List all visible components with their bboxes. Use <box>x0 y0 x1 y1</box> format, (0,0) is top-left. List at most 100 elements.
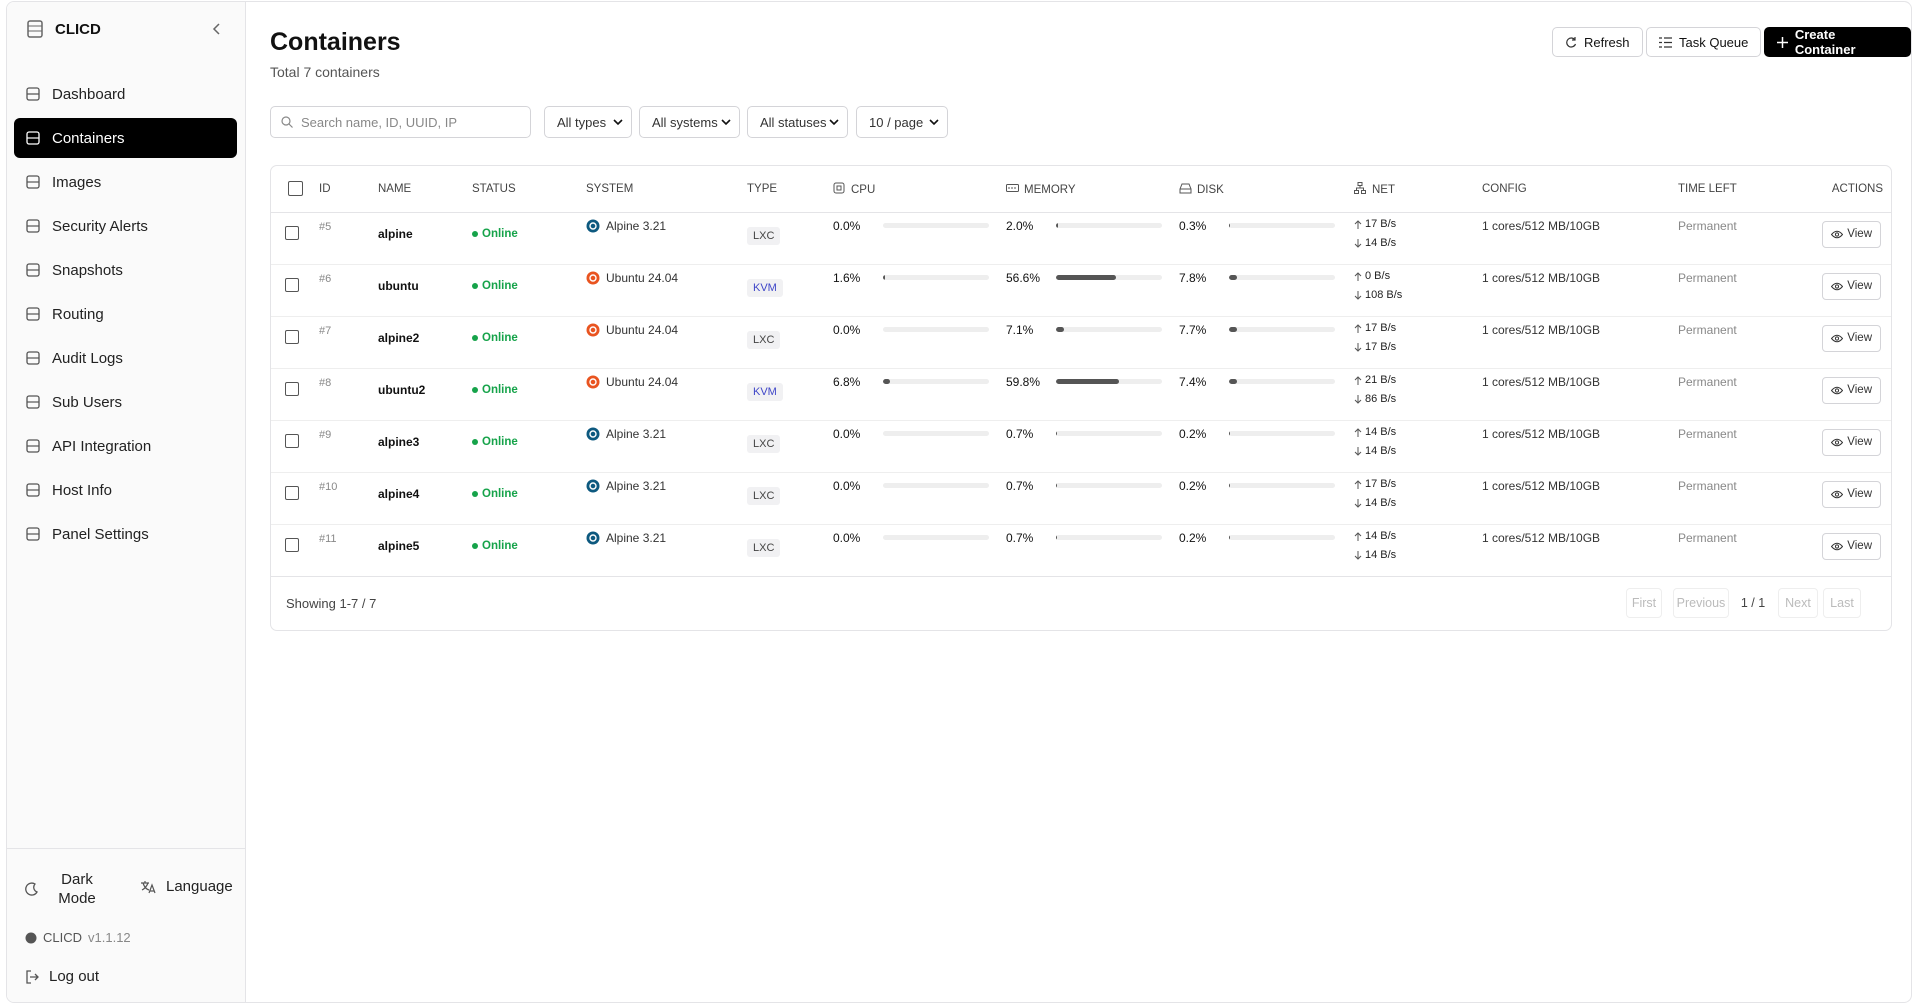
search-input[interactable]: Search name, ID, UUID, IP <box>270 106 531 138</box>
nav-item[interactable]: Host Info <box>14 470 237 510</box>
cpu-label: 0.0% <box>833 218 861 233</box>
nav: Dashboard Containers Images Security Alerts… <box>14 74 237 558</box>
nav-item[interactable]: Sub Users <box>14 382 237 422</box>
nav-icon <box>26 131 40 145</box>
net-up-label: 14 B/s <box>1365 425 1397 438</box>
column-header: TIME LEFT <box>1674 166 1802 213</box>
table-cell: 0 B/s 108 B/s <box>1350 264 1478 317</box>
filter-select[interactable]: All systems <box>639 106 740 138</box>
nav-label: API Integration <box>52 437 152 455</box>
nav-label: Host Info <box>52 481 113 499</box>
nav-item[interactable]: Images <box>14 162 237 202</box>
view-button[interactable]: View <box>1822 220 1881 248</box>
create-container-label: Create Container <box>1794 27 1856 57</box>
table-cell: Online <box>468 212 582 265</box>
memory-label: 0.7% <box>1006 530 1034 545</box>
table-cell: 7.4% <box>1175 368 1350 421</box>
previous-page-button[interactable]: Previous <box>1673 588 1729 618</box>
usage-track <box>883 223 989 228</box>
logout-button[interactable]: Log out <box>25 968 99 985</box>
time-left: Permanent <box>1678 218 1737 233</box>
last-page-button[interactable]: Last <box>1823 588 1861 618</box>
disk-usage: 7.8% <box>1179 271 1346 285</box>
usage-track <box>883 535 989 540</box>
row-checkbox[interactable] <box>285 381 299 396</box>
nav-item[interactable]: Dashboard <box>14 74 237 114</box>
net-up-label: 0 B/s <box>1365 269 1391 282</box>
table-cell: LXC <box>743 212 829 265</box>
nav-item[interactable]: API Integration <box>14 426 237 466</box>
task-queue-button[interactable]: Task Queue <box>1646 27 1762 57</box>
row-checkbox[interactable] <box>285 329 299 344</box>
view-button[interactable]: View <box>1822 272 1881 300</box>
memory-usage: 2.0% <box>1006 219 1171 233</box>
create-container-button[interactable]: Create Container <box>1764 27 1911 57</box>
table-card: ID NAME STATUS SYSTEM TYPE CPU MEMORY DISK NET CO… <box>270 165 1892 631</box>
row-checkbox[interactable] <box>285 537 299 552</box>
row-checkbox[interactable] <box>285 225 299 240</box>
disk-label: 0.3% <box>1179 218 1207 233</box>
row-checkbox[interactable] <box>285 485 299 500</box>
memory-label: 0.7% <box>1006 426 1034 441</box>
config: 1 cores/512 MB/10GB <box>1482 426 1601 441</box>
view-button[interactable]: View <box>1822 428 1881 456</box>
column-label: TIME LEFT <box>1678 182 1737 195</box>
column-header: TYPE <box>743 166 829 213</box>
view-button[interactable]: View <box>1822 324 1881 352</box>
disk-label: 7.8% <box>1179 270 1207 285</box>
nav-icon <box>26 395 40 409</box>
container-id: #7 <box>319 324 332 337</box>
table-cell: Alpine 3.21 <box>582 212 743 265</box>
filter-select[interactable]: 10 / page <box>856 106 948 138</box>
table-cell: alpine <box>374 212 468 265</box>
table-cell <box>271 368 315 421</box>
dark-mode-toggle[interactable]: Dark Mode <box>25 870 105 908</box>
cpu-label: 0.0% <box>833 530 861 545</box>
status-badge: Online <box>472 384 518 396</box>
table-cell: 0.7% <box>1002 472 1175 525</box>
table-cell: View <box>1802 316 1891 369</box>
view-button[interactable]: View <box>1822 532 1881 560</box>
collapse-button[interactable] <box>212 22 222 36</box>
language-button[interactable]: Language <box>140 878 233 895</box>
cpu-label: 0.0% <box>833 426 861 441</box>
table-cell: #6 <box>315 264 374 317</box>
usage-track <box>1229 223 1335 228</box>
nav-item[interactable]: Routing <box>14 294 237 334</box>
table-cell: Online <box>468 524 582 577</box>
nav-item[interactable]: Panel Settings <box>14 514 237 554</box>
net-up: 17 B/s <box>1354 215 1474 234</box>
next-page-button[interactable]: Next <box>1778 588 1818 618</box>
nav-icon <box>26 219 40 233</box>
refresh-button[interactable]: Refresh <box>1552 27 1643 57</box>
filter-select[interactable]: All types <box>544 106 632 138</box>
table-cell: alpine5 <box>374 524 468 577</box>
cpu-usage: 1.6% <box>833 271 998 285</box>
container-id: #11 <box>319 532 337 545</box>
time-left: Permanent <box>1678 530 1737 545</box>
table-cell: 17 B/s 14 B/s <box>1350 472 1478 525</box>
nav-label: Security Alerts <box>52 217 148 235</box>
view-button[interactable]: View <box>1822 376 1881 404</box>
column-header: STATUS <box>468 166 582 213</box>
first-page-button[interactable]: First <box>1626 588 1662 618</box>
row-checkbox[interactable] <box>285 277 299 292</box>
net-usage: 14 B/s 14 B/s <box>1354 423 1474 461</box>
usage-bar <box>1229 327 1238 332</box>
nav-item[interactable]: Snapshots <box>14 250 237 290</box>
usage-track <box>1056 431 1162 436</box>
row-checkbox[interactable] <box>285 433 299 448</box>
view-button[interactable]: View <box>1822 480 1881 508</box>
nav-item[interactable]: Audit Logs <box>14 338 237 378</box>
select-all-checkbox[interactable] <box>288 180 303 196</box>
usage-track <box>1056 379 1162 384</box>
filter-select[interactable]: All statuses <box>747 106 848 138</box>
nav-item[interactable]: Containers <box>14 118 237 158</box>
view-label: View <box>1847 228 1872 240</box>
nav-item[interactable]: Security Alerts <box>14 206 237 246</box>
memory-label: 59.8% <box>1006 374 1041 389</box>
cpu-label: 0.0% <box>833 322 861 337</box>
container-name: alpine4 <box>378 486 420 501</box>
memory-label: 56.6% <box>1006 270 1041 285</box>
table-cell: 7.7% <box>1175 316 1350 369</box>
